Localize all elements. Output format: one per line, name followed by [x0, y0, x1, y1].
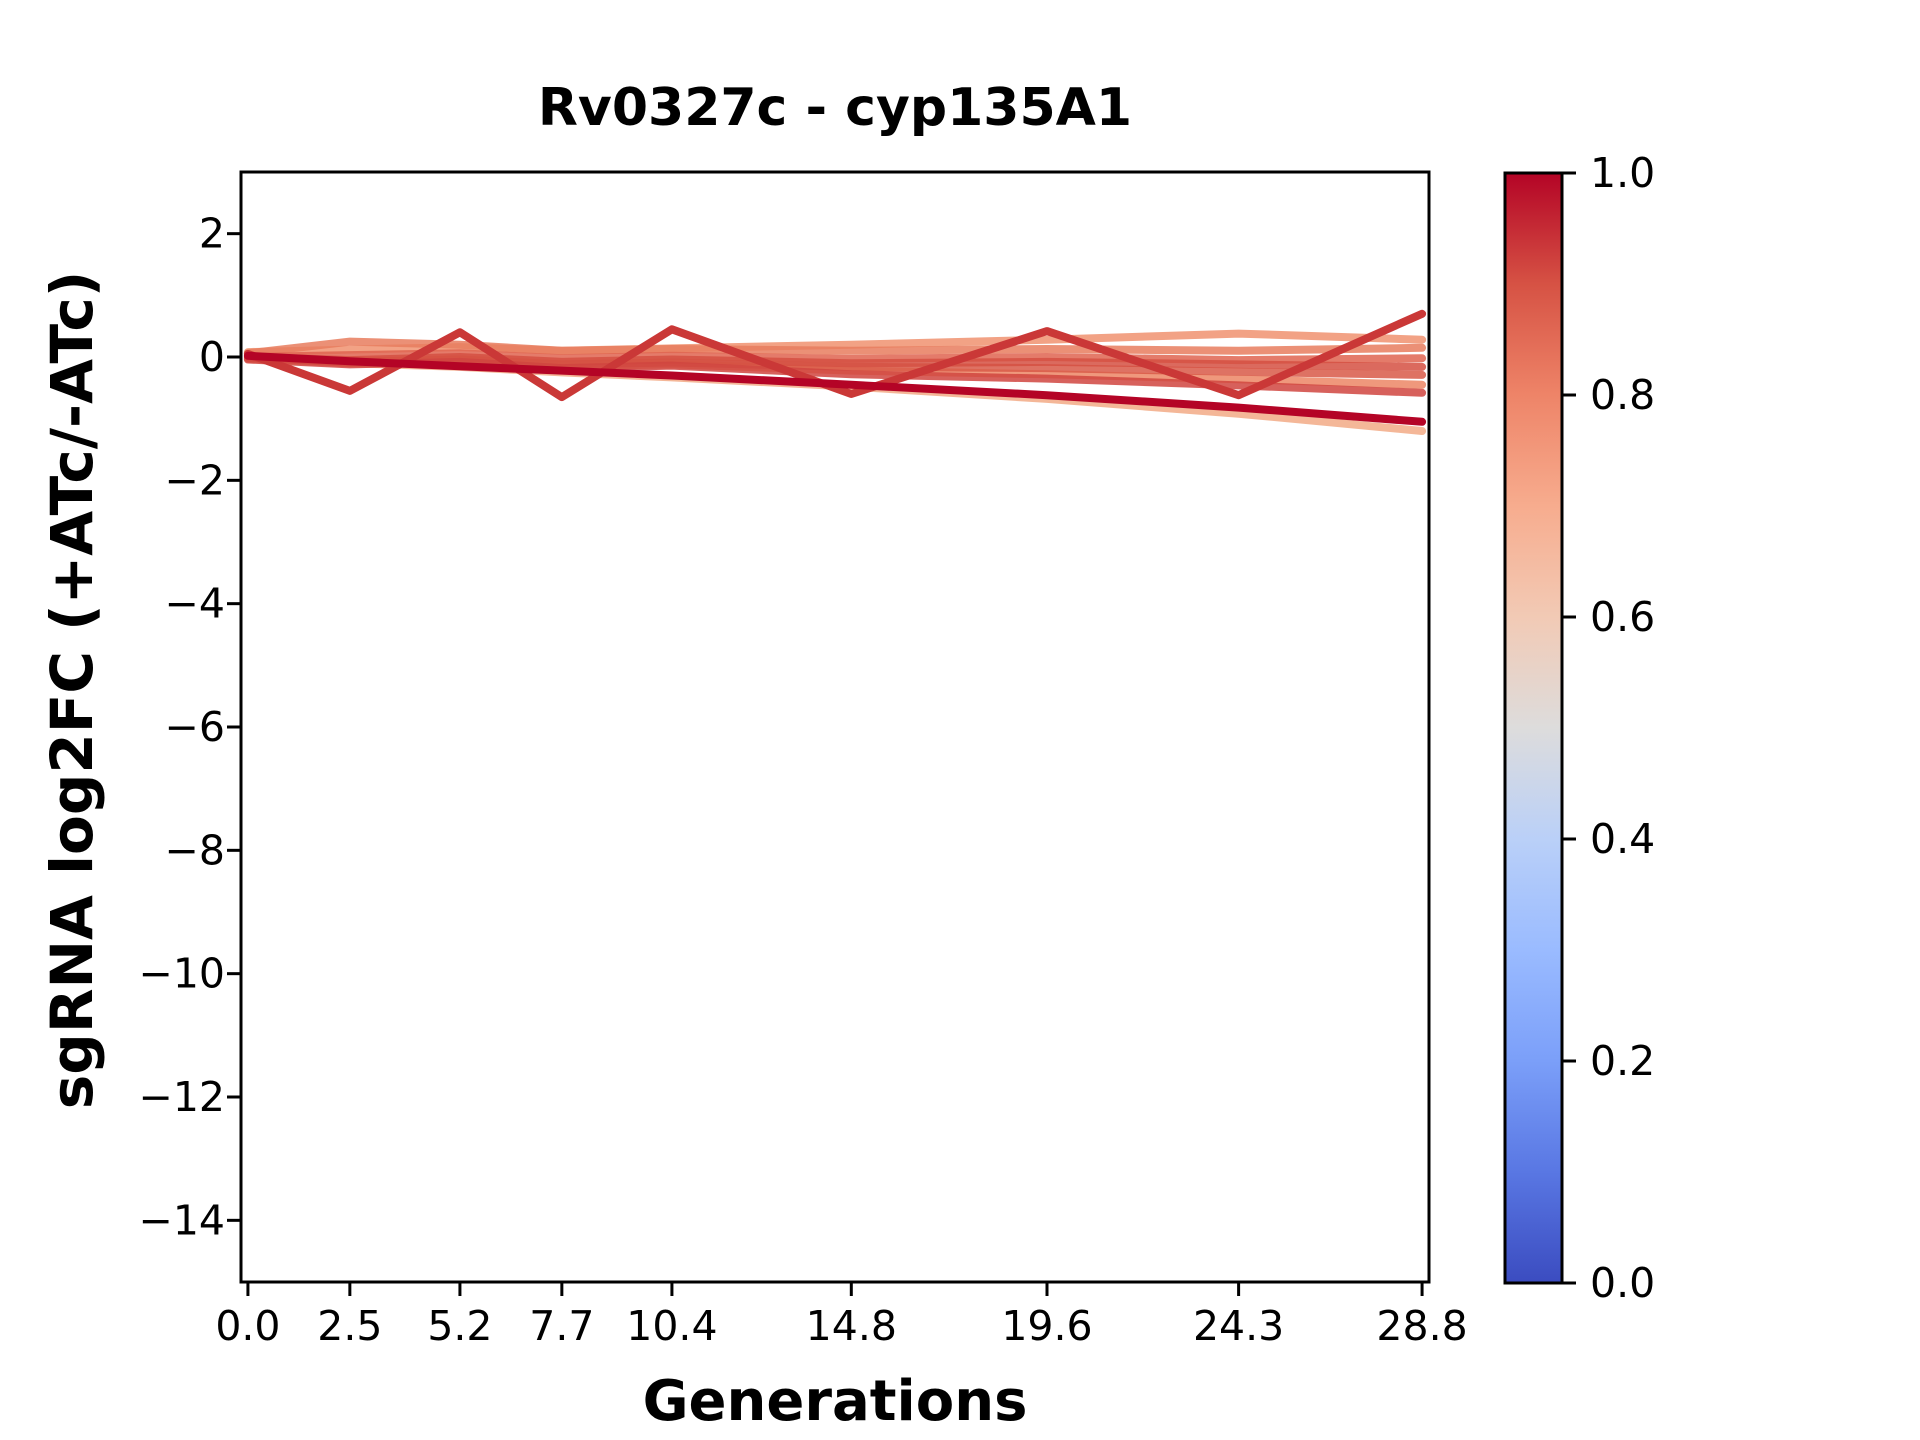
y-tick-label: −12 [138, 1073, 225, 1121]
x-tick-label: 5.2 [427, 1302, 492, 1350]
colorbar: 1.0 0.8 0.6 0.4 0.2 0.0 [1503, 149, 1655, 1307]
y-axis-label: sgRNA log2FC (+ATc/-ATc) [38, 271, 106, 1109]
colorbar-outline [1503, 171, 1564, 1285]
y-tick-label: −2 [165, 456, 225, 504]
chart-title: Rv0327c - cyp135A1 [538, 78, 1132, 138]
colorbar-tick-label: 0.8 [1590, 371, 1655, 419]
x-tick-label: 0.0 [215, 1302, 280, 1350]
colorbar-tick-label: 1.0 [1590, 149, 1655, 197]
y-tick-label: 0 [199, 333, 225, 381]
data-line-series-9 [243, 309, 1427, 402]
x-tick-label: 14.8 [806, 1302, 897, 1350]
colorbar-gradient [1505, 173, 1562, 1283]
y-tick-label: −8 [165, 826, 225, 874]
colorbar-tick-label: 0.0 [1590, 1259, 1655, 1307]
x-tick-label: 2.5 [317, 1302, 382, 1350]
colorbar-tick-label: 0.2 [1590, 1037, 1655, 1085]
colorbar-tick-label: 0.4 [1590, 815, 1655, 863]
x-tick-label: 24.3 [1193, 1302, 1284, 1350]
x-axis-ticks: 0.0 2.5 5.2 7.7 10.4 14.8 19.6 24.3 28.8 [215, 1282, 1468, 1350]
colorbar-tick-label: 0.6 [1590, 593, 1655, 641]
line-series-group [243, 309, 1427, 435]
y-axis-ticks: 2 0 −2 −4 −6 −8 −10 −12 −14 [138, 210, 241, 1244]
x-tick-label: 28.8 [1376, 1302, 1467, 1350]
colorbar-ticks: 1.0 0.8 0.6 0.4 0.2 0.0 [1562, 149, 1655, 1307]
y-tick-label: 2 [199, 210, 225, 258]
x-axis-label: Generations [643, 1369, 1028, 1434]
y-tick-label: −14 [138, 1196, 225, 1244]
x-tick-label: 19.6 [1001, 1302, 1092, 1350]
y-tick-label: −4 [165, 580, 225, 628]
y-tick-label: −10 [138, 950, 225, 998]
data-line-series-3 [243, 337, 1427, 358]
y-tick-label: −6 [165, 703, 225, 751]
x-tick-label: 7.7 [529, 1302, 594, 1350]
x-tick-label: 10.4 [626, 1302, 717, 1350]
data-line-series-10 [243, 351, 1427, 426]
plot-frame [239, 170, 1431, 1284]
